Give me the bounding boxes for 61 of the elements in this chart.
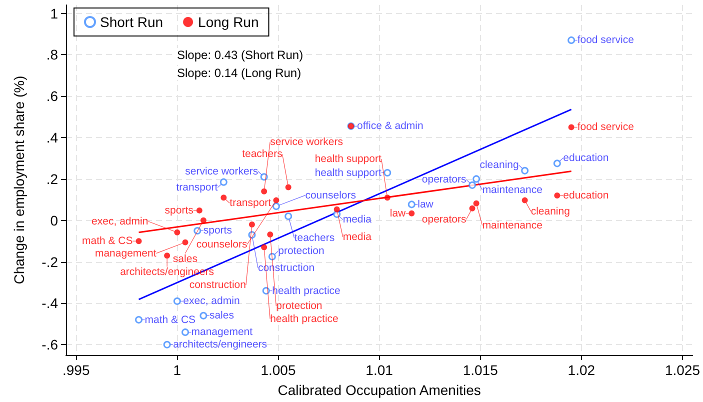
x-tick-label: 1.005: [260, 362, 296, 378]
annotation: food service: [577, 121, 634, 134]
annotation: protection: [278, 245, 324, 258]
annotation: management: [191, 326, 253, 338]
annotation: transport: [176, 182, 218, 194]
legend-label: Long Run: [198, 14, 259, 30]
y-tick-label: 0: [50, 212, 58, 228]
annotation: media: [342, 230, 372, 243]
x-tick-label: 1.01: [366, 362, 394, 378]
annotation: construction: [189, 279, 246, 292]
annotation: education: [563, 152, 609, 164]
annotation: education: [563, 190, 609, 202]
annotation: counselors: [196, 238, 248, 250]
annotation: exec, admin: [183, 295, 240, 308]
y-tick-label: .6: [46, 88, 58, 104]
annotation: health practice: [270, 312, 339, 325]
x-tick-label: 1.015: [462, 362, 498, 378]
annotation: management: [94, 247, 156, 260]
annotation: counselors: [305, 189, 356, 202]
annotation: protection: [276, 300, 322, 312]
annotation: math & CS: [144, 314, 196, 326]
x-tick-label: .995: [62, 362, 90, 378]
legend-label: Short Run: [100, 14, 164, 30]
annotation: cleaning: [480, 159, 519, 172]
x-tick-label: 1.025: [664, 362, 700, 378]
annotation: media: [342, 214, 372, 226]
y-tick-label: .4: [46, 130, 58, 146]
annotation: transport: [230, 197, 272, 210]
annotation: sales: [209, 310, 234, 322]
annotation: sports: [164, 204, 194, 216]
y-tick-label: 1: [50, 5, 58, 22]
x-tick-label: 1.02: [568, 362, 596, 378]
y-tick-label: .2: [46, 170, 58, 187]
annotation: law: [418, 198, 434, 210]
annotation: sales: [172, 252, 198, 265]
annotation: maintenance: [482, 219, 543, 232]
annotation: Slope: 0.43 (Short Run): [177, 48, 304, 62]
y-tick-label: .8: [46, 46, 58, 63]
y-axis-title: Change in employment share (%): [11, 76, 27, 284]
annotation: office & admin: [356, 120, 424, 132]
annotation: operators: [422, 213, 466, 226]
annotation: health support: [314, 153, 382, 166]
y-tick-label: -.2: [42, 254, 58, 270]
x-tick-label: 1: [173, 362, 182, 378]
annotation: service workers: [270, 136, 344, 148]
annotation: operators: [422, 174, 466, 186]
y-tick-label: -.6: [42, 336, 58, 353]
annotation: sports: [203, 224, 232, 237]
x-axis-title: Calibrated Occupation Amenities: [278, 382, 481, 398]
annotation: Slope: 0.14 (Long Run): [177, 66, 302, 80]
annotation: exec, admin: [92, 215, 148, 228]
annotation: cleaning: [530, 205, 570, 218]
annotation: service workers: [185, 165, 258, 178]
annotation: law: [390, 207, 406, 220]
annotation: architects/engineers: [173, 338, 268, 351]
y-tick-label: -.4: [42, 295, 58, 312]
annotation: math & CS: [82, 235, 133, 248]
annotation: maintenance: [482, 184, 543, 196]
annotation: food service: [577, 34, 634, 46]
annotation: health support: [314, 166, 382, 179]
annotation: teachers: [294, 232, 335, 244]
